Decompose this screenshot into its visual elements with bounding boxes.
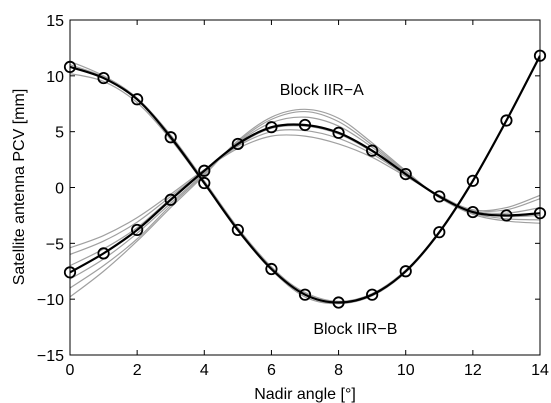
data-point-s0-3	[164, 131, 177, 144]
x-tick-label-6: 12	[464, 362, 482, 379]
data-point-s0-7	[298, 288, 312, 301]
y-tick-label-6: 15	[46, 13, 64, 30]
annotation-label-1: Block IIR−B	[313, 321, 397, 338]
data-point-s1-4	[198, 164, 211, 177]
data-point-s0-4	[198, 176, 211, 190]
x-tick-label-7: 14	[531, 362, 549, 379]
data-point-s1-6	[265, 121, 278, 134]
x-tick-label-5: 10	[397, 362, 415, 379]
data-point-s1-5	[231, 137, 244, 151]
y-axis-label: Satellite antenna PCV [mm]	[11, 89, 28, 286]
data-point-s0-8	[332, 296, 345, 309]
data-point-s1-10	[399, 168, 412, 181]
annotation-label-0: Block IIR−A	[280, 82, 364, 99]
data-point-s1-12	[466, 205, 479, 219]
marker-group	[63, 49, 547, 309]
data-point-s0-10	[399, 265, 412, 278]
mean-series-line-1	[70, 123, 540, 274]
data-point-s1-11	[433, 190, 446, 203]
x-tick-label-1: 2	[133, 362, 142, 379]
data-point-s1-2	[131, 223, 144, 237]
data-point-s1-1	[97, 247, 110, 260]
y-tick-label-2: −5	[46, 236, 64, 253]
y-tick-label-4: 5	[55, 125, 64, 142]
annotation-group: Block IIR−A Block IIR−B	[280, 82, 398, 338]
y-tick-label-5: 10	[46, 69, 64, 86]
individual-series-line-10	[70, 108, 540, 298]
data-point-s1-7	[298, 118, 312, 132]
axis-ticks	[69, 19, 541, 356]
data-point-s1-9	[366, 144, 379, 157]
data-point-s0-13	[500, 114, 513, 127]
data-point-s0-9	[366, 288, 379, 301]
y-tick-label-1: −10	[37, 292, 64, 309]
data-point-s1-13	[500, 209, 513, 222]
data-point-s0-1	[97, 71, 110, 85]
data-point-s0-5	[231, 223, 244, 237]
y-tick-label-0: −15	[37, 348, 64, 365]
axis-tick-labels: 0 2 4 6 8 10 12 14 −15 −10 −5 0 5 10 15	[37, 13, 549, 379]
data-point-s0-2	[131, 93, 144, 106]
x-axis-label: Nadir angle [°]	[254, 386, 356, 403]
data-point-s0-6	[265, 262, 278, 276]
x-tick-label-3: 6	[267, 362, 276, 379]
data-point-s1-8	[332, 126, 345, 139]
data-point-s0-11	[433, 226, 446, 239]
x-tick-label-0: 0	[66, 362, 75, 379]
x-tick-label-2: 4	[200, 362, 209, 379]
y-tick-label-3: 0	[55, 181, 64, 198]
x-tick-label-4: 8	[334, 362, 343, 379]
data-point-s1-3	[164, 193, 177, 206]
data-point-s0-12	[466, 174, 479, 187]
